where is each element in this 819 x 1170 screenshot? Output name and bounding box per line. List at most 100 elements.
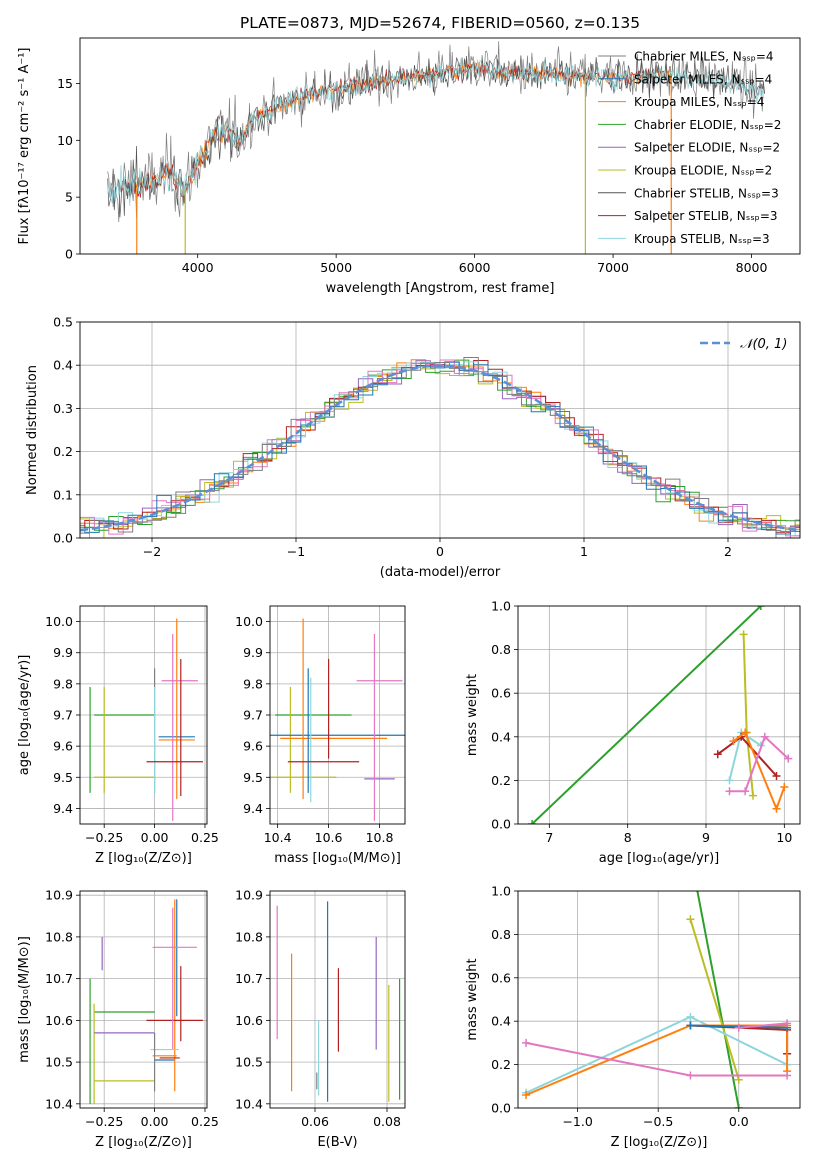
x-tick-label: 8 (624, 830, 632, 845)
series-marker (725, 776, 734, 785)
x-tick-label: 0.00 (141, 1114, 169, 1129)
x-tick-label: 7 (545, 830, 553, 845)
series-marker (729, 737, 738, 746)
y-tick-label: 10.6 (45, 1013, 73, 1028)
x-tick-label: 9 (702, 830, 710, 845)
y-tick-label: 15 (57, 76, 73, 91)
y-tick-label: 9.8 (53, 676, 73, 691)
plot-area (528, 606, 793, 824)
y-tick-label: 9.5 (243, 770, 263, 785)
y-tick-label: 0.0 (491, 817, 511, 832)
x-tick-label: −1 (287, 544, 305, 559)
series-marker (686, 1012, 695, 1021)
series-line (689, 918, 740, 1081)
legend-label: Chabrier ELODIE, Nₛₛₚ=2 (634, 118, 781, 132)
x-tick-label: 10 (776, 830, 792, 845)
x-tick-label: 4000 (182, 260, 214, 275)
legend-label: Kroupa MILES, Nₛₛₚ=4 (634, 95, 764, 109)
series-line (525, 1041, 788, 1077)
y-axis-label: mass weight (465, 958, 480, 1040)
axes-frame (517, 605, 801, 825)
series-marker (522, 1090, 531, 1099)
legend-label: Salpeter MILES, Nₛₛₚ=4 (634, 72, 772, 86)
y-tick-label: 10.7 (45, 971, 73, 986)
x-tick-label: 6000 (459, 260, 491, 275)
x-axis-label: Z [log₁₀(Z/Z⊙)] (611, 1135, 708, 1150)
axes-frame (269, 605, 406, 825)
x-tick-label: 1 (580, 544, 588, 559)
axes-frame (79, 605, 208, 825)
y-tick-label: 10.6 (235, 1013, 263, 1028)
series-line (729, 735, 789, 793)
y-tick-label: 0.3 (53, 401, 73, 416)
legend-label: Salpeter STELIB, Nₛₛₚ=3 (634, 209, 778, 223)
series-line (738, 1022, 788, 1029)
y-tick-label: 10.4 (45, 1096, 73, 1111)
y-tick-label: 0.0 (491, 1101, 511, 1116)
series-marker (522, 1038, 531, 1047)
y-tick-label: 10.8 (235, 929, 263, 944)
series-marker (691, 876, 699, 884)
y-axis-label: mass weight (465, 674, 480, 756)
series-marker (783, 1071, 792, 1080)
spectrum-line (136, 59, 672, 202)
x-tick-label: 0.25 (191, 1114, 219, 1129)
y-tick-label: 5 (65, 190, 73, 205)
x-tick-label: 2 (724, 544, 732, 559)
y-tick-label: 1.0 (491, 884, 511, 899)
chart-mass-weight-vs-Z: −1.0 −0.5 0.0 0.0 0.2 0.4 0.6 0.8 1.0 Z [log₁₀(Z/… (465, 876, 801, 1150)
plot-area (89, 899, 203, 1104)
y-tick-label: 10.0 (235, 614, 263, 629)
chart-age-vs-Z: −0.25 0.00 0.25 9.4 9.5 9.6 9.7 9.8 9.9 10.0 Z [lo… (17, 605, 219, 866)
y-tick-label: 9.8 (243, 676, 263, 691)
chart-age-vs-mass: 10.4 10.6 10.8 9.4 9.5 9.6 9.7 9.8 9.9 10.0 mass [… (235, 605, 406, 866)
histogram-step (80, 361, 800, 537)
chart-mass-vs-Z: −0.25 0.00 0.25 10.4 10.5 10.6 10.7 10.8 10.9 Z [… (17, 888, 219, 1150)
y-tick-label: 9.9 (53, 645, 73, 660)
chart-mass-weight-vs-age: 7 8 9 10 0.0 0.2 0.4 0.6 0.8 1.0 age [log₁₀(age/yr… (465, 599, 801, 866)
series-marker (528, 820, 537, 824)
y-tick-label: 0.2 (491, 1057, 511, 1072)
plot-area (270, 618, 405, 821)
y-tick-label: 9.5 (53, 770, 73, 785)
legend-label: Chabrier MILES, Nₛₛₚ=4 (634, 50, 774, 64)
series-marker (783, 1019, 792, 1028)
y-tick-label: 10 (57, 133, 73, 148)
y-tick-label: 9.4 (243, 801, 263, 816)
x-tick-label: −2 (143, 544, 161, 559)
legend-label: Salpeter ELODIE, Nₛₛₚ=2 (634, 141, 780, 155)
y-tick-label: 0.5 (53, 315, 73, 330)
series-marker (725, 787, 734, 796)
chart-mass-vs-ebv: 0.06 0.08 10.4 10.5 10.6 10.7 10.8 10.9 E(B-V) (235, 888, 406, 1150)
x-axis-label: wavelength [Angstrom, rest frame] (326, 281, 555, 296)
y-tick-label: 9.9 (243, 645, 263, 660)
x-tick-label: 8000 (736, 260, 768, 275)
series-marker (749, 791, 757, 800)
x-axis-label: Z [log₁₀(Z/Z⊙)] (95, 1135, 192, 1150)
chart-residual-histogram: −2 −1 0 1 2 0.0 0.1 0.2 0.3 0.4 0.5 (data-model)/er… (25, 315, 801, 580)
series-line (717, 735, 778, 777)
y-tick-label: 0.8 (491, 642, 511, 657)
x-axis-label: mass [log₁₀(M/M⊙)] (274, 851, 401, 866)
x-axis-label: (data-model)/error (380, 565, 501, 580)
y-tick-label: 9.7 (243, 708, 263, 723)
axes-frame (517, 890, 801, 1109)
series-marker (686, 1071, 695, 1080)
series-line (732, 730, 786, 812)
x-tick-label: 0.0 (729, 1114, 749, 1129)
legend-label: Kroupa ELODIE, Nₛₛₚ=2 (634, 164, 772, 178)
y-tick-label: 0.0 (53, 531, 73, 546)
series-marker (772, 804, 781, 813)
series-marker (756, 606, 765, 610)
plot-area (80, 357, 800, 538)
y-tick-label: 9.6 (243, 739, 263, 754)
y-tick-label: 9.6 (53, 739, 73, 754)
gaussian-curve (80, 364, 800, 532)
x-tick-label: 10.4 (264, 830, 292, 845)
y-axis-label: Flux [fλ10⁻¹⁷ erg cm⁻² s⁻¹ A⁻¹] (17, 48, 32, 245)
y-tick-label: 0.1 (53, 487, 73, 502)
y-tick-label: 0.6 (491, 970, 511, 985)
chart-spectrum: 4000 5000 6000 7000 8000 0 5 10 15 wavelength [An… (17, 37, 801, 296)
y-tick-label: 9.7 (53, 708, 73, 723)
plot-area (89, 618, 203, 821)
